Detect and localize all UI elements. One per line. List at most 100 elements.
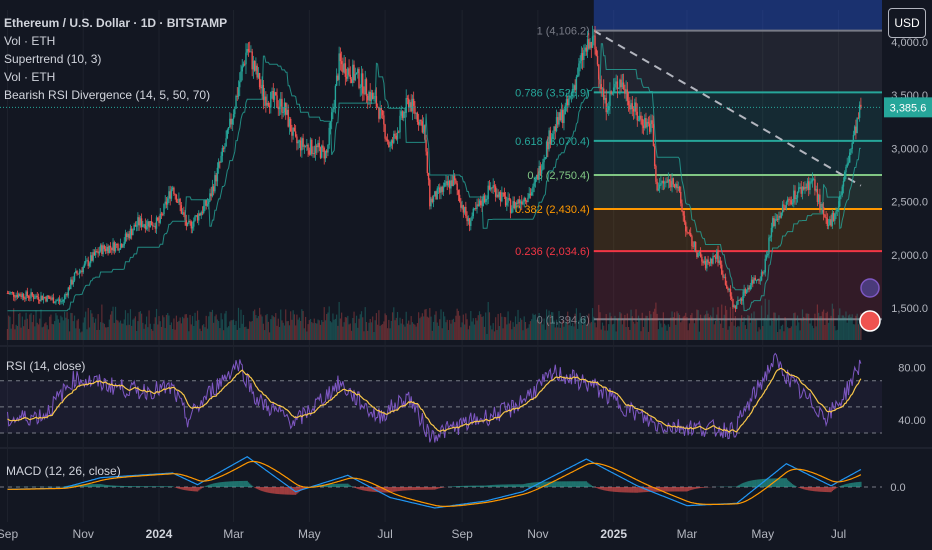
candle [603, 88, 605, 100]
macd-histogram-bar [689, 487, 692, 491]
rsi-pane-title[interactable]: RSI (14, close) [6, 359, 86, 373]
candle [708, 262, 711, 264]
macd-histogram-bar [326, 484, 328, 487]
volume-bar [757, 331, 759, 340]
x-tick-label: Nov [73, 527, 94, 541]
volume-bar [143, 328, 145, 340]
candle [62, 299, 65, 302]
candle [139, 218, 142, 226]
macd-histogram-bar [171, 486, 174, 487]
candle [354, 74, 356, 81]
volume-bar [624, 314, 626, 340]
volume-bar [364, 307, 366, 340]
candle [590, 42, 593, 48]
volume-bar [613, 323, 615, 340]
volume-bar [173, 318, 175, 340]
candle [453, 175, 456, 181]
volume-bar [66, 312, 68, 340]
candle [308, 150, 311, 155]
volume-bar [409, 324, 411, 340]
currency-button[interactable]: USD [888, 8, 926, 38]
volume-bar [61, 317, 63, 340]
volume-bar [821, 311, 823, 340]
volume-bar [814, 313, 816, 340]
volume-bar [483, 326, 486, 340]
macd-histogram-bar [465, 485, 467, 487]
indicator-rsi-divergence[interactable]: Bearish RSI Divergence (14, 5, 50, 70) [4, 88, 211, 102]
volume-bar [370, 322, 373, 340]
volume-bar [255, 315, 257, 340]
volume-bar [846, 322, 848, 340]
macd-histogram-bar [458, 485, 461, 487]
candle [771, 218, 774, 228]
candle [784, 205, 786, 209]
candle [363, 93, 365, 95]
macd-histogram-bar [164, 486, 166, 487]
macd-histogram-bar [663, 487, 666, 492]
macd-histogram-bar [549, 481, 552, 487]
macd-histogram-bar [98, 484, 101, 487]
candle [839, 195, 841, 207]
volume-bar [840, 318, 842, 340]
volume-bar [265, 315, 267, 340]
candle [516, 202, 518, 204]
volume-bar [106, 327, 108, 340]
macd-histogram-bar [240, 480, 242, 487]
volume-bar [362, 317, 364, 340]
candle [660, 183, 662, 185]
indicator-vol-2[interactable]: Vol · ETH [4, 70, 56, 84]
macd-histogram-bar [804, 487, 806, 490]
candle [294, 131, 297, 137]
volume-bar [186, 317, 189, 340]
candle [805, 186, 807, 189]
candle [108, 245, 111, 254]
candle [421, 121, 424, 133]
volume-bar [849, 314, 851, 340]
indicator-supertrend[interactable]: Supertrend (10, 3) [4, 52, 102, 66]
candle [415, 112, 417, 114]
macd-histogram-bar [154, 486, 156, 487]
candle [11, 292, 14, 294]
macd-pane-title[interactable]: MACD (12, 26, close) [6, 464, 121, 478]
macd-histogram-bar [150, 486, 153, 487]
macd-histogram-bar [658, 487, 661, 492]
candle [583, 50, 585, 61]
candle [386, 139, 389, 142]
macd-histogram-bar [692, 487, 694, 490]
volume-bar [152, 330, 154, 340]
volume-bar [841, 315, 843, 340]
indicator-vol-1[interactable]: Vol · ETH [4, 34, 56, 48]
macd-histogram-bar [822, 487, 825, 492]
candle [686, 231, 688, 233]
volume-bar [19, 312, 21, 340]
volume-bar [526, 328, 528, 340]
candle [508, 198, 511, 200]
macd-histogram-bar [553, 481, 555, 487]
volume-bar [122, 323, 124, 340]
macd-histogram-bar [670, 487, 672, 492]
volume-bar [343, 322, 345, 340]
volume-bar [686, 317, 688, 340]
macd-histogram-bar [273, 487, 276, 494]
volume-bar [480, 314, 482, 340]
volume-bar [615, 331, 617, 340]
candle [135, 225, 138, 227]
candle [250, 51, 252, 53]
volume-bar [745, 328, 748, 340]
macd-histogram-bar [493, 484, 496, 487]
volume-bar [741, 315, 743, 340]
x-tick-label: Jul [377, 527, 392, 541]
volume-bar [267, 321, 269, 340]
macd-histogram-bar [345, 483, 348, 487]
macd-histogram-bar [529, 482, 532, 487]
candle [442, 186, 445, 192]
macd-histogram-bar [635, 487, 637, 493]
candle [860, 104, 862, 108]
macd-histogram-bar [563, 481, 565, 487]
candle [116, 244, 118, 245]
volume-bar [859, 317, 861, 340]
candle [728, 288, 730, 291]
candle [109, 245, 112, 248]
candle [458, 194, 461, 202]
